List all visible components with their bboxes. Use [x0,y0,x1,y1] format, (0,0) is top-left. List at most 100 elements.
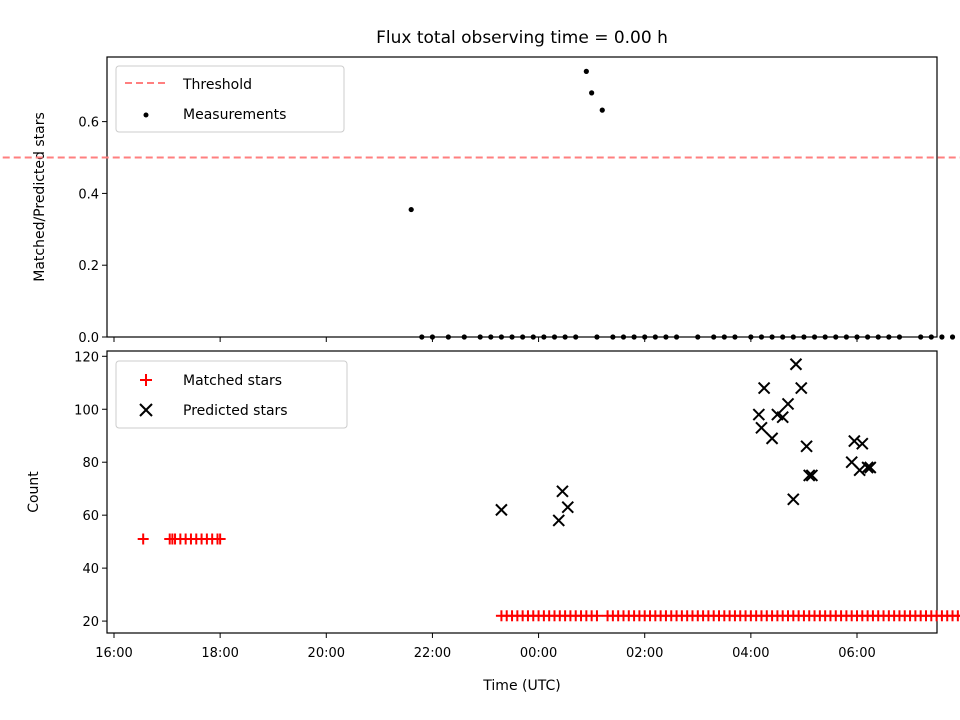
measurement-point [865,334,871,340]
bottom-y-tick-label: 40 [82,562,99,577]
measurement-point [875,334,881,340]
measurement-point [620,334,627,340]
measurement-point [711,334,717,340]
measurement-point [488,334,494,340]
measurement-point [408,206,414,213]
measurement-point [928,334,934,340]
bottom-y-tick-label: 120 [74,350,99,365]
predicted-star-point [856,437,869,450]
predicted-star-point [781,397,795,411]
measurement-point [918,334,924,340]
bottom-plot-frame [106,350,938,634]
measurement-point [896,334,903,340]
measurements-legend-marker [143,112,149,118]
predicted-star-point [752,408,766,421]
bottom-y-tick-label: 80 [82,456,99,471]
measurement-point [758,334,765,340]
measurement-point [721,334,727,340]
bottom-plot-marks [137,358,960,622]
measurement-point [594,334,600,340]
top-y-axis-label: Matched/Predicted stars [32,112,48,282]
measurement-point [477,334,483,340]
chart-title: Flux total observing time = 0.00 h [376,28,668,48]
measurement-point [790,334,796,340]
measurement-point [562,334,568,340]
top-x-ticks [113,337,858,342]
measurement-point [663,334,669,340]
predicted-star-point [495,503,508,517]
x-tick-label: 16:00 [95,646,132,661]
bottom-y-tick-label: 20 [82,615,99,630]
measurement-point [652,334,658,340]
bottom-x-ticks: 16:00 18:00 20:00 22:00 00:00 02:00 04:00 06:00 [95,633,876,661]
measurement-point [530,334,536,340]
top-y-tick-label: 0.4 [78,187,99,202]
measurement-point [498,334,505,340]
x-tick-label: 02:00 [626,646,663,661]
predicted-star-point [848,434,861,448]
predicted-star-point [765,432,779,445]
predicted-star-point [864,461,877,474]
matched-legend-label: Matched stars [183,373,282,389]
matched-star-point [166,533,178,545]
predicted-star-point [789,358,803,371]
bottom-panel: Count Time (UTC) 20 40 60 80 100 120 16:00 18:… [26,337,960,694]
predicted-star-point [552,514,565,527]
predicted-star-point [561,501,574,514]
predicted-star-point [861,461,874,474]
top-y-tick-label: 0.2 [78,259,99,274]
predicted-star-point [757,381,771,395]
measurement-point [673,334,680,340]
predicted-star-point [776,410,789,424]
measurement-point [801,334,807,340]
measurement-point [811,334,818,340]
matched-legend-marker [140,374,152,386]
measurement-point [461,334,467,340]
measurement-point [551,334,558,340]
predicted-star-point [805,469,819,482]
measurement-point [599,107,605,113]
measurement-point [949,334,956,340]
bottom-legend-box [115,360,348,429]
measurement-point [419,334,425,340]
predicted-star-point [556,485,569,498]
x-tick-label: 00:00 [520,646,557,661]
measurement-point [520,334,526,340]
top-y-tick-label: 0.0 [78,331,99,346]
measurement-point [509,334,515,340]
bottom-y-ticks: 20 40 60 80 100 120 [74,350,107,630]
predicted-legend-label: Predicted stars [183,403,288,419]
measurement-point [822,334,828,340]
predicted-star-point [800,440,813,453]
measurement-point [589,90,595,96]
bottom-y-tick-label: 100 [74,403,99,418]
bottom-y-axis-label: Count [26,471,42,513]
top-legend-box [115,65,345,133]
predicted-legend-marker [139,403,153,417]
predicted-star-point [803,469,816,482]
measurement-point [695,334,701,340]
measurement-point [732,334,738,340]
matched-star-point [957,614,960,617]
x-tick-label: 18:00 [201,646,238,661]
top-legend: Threshold Measurements [115,65,345,133]
measurement-point [780,334,786,340]
predicted-star-point [795,381,808,395]
threshold-legend-label: Threshold [182,77,252,93]
measurement-point [631,334,637,340]
measurement-point [541,334,547,340]
x-axis-label: Time (UTC) [482,678,560,694]
top-panel: Flux total observing time = 0.00 h Match… [0,28,960,346]
matched-star-point [214,533,226,545]
predicted-star-point [787,493,800,506]
predicted-star-point [755,421,768,434]
measurement-point [833,334,839,340]
top-y-ticks: 0.0 0.2 0.4 0.6 [78,116,107,346]
x-tick-label: 04:00 [732,646,769,661]
measurement-point [843,334,849,340]
top-plot-marks [0,68,960,340]
x-tick-label: 22:00 [414,646,451,661]
x-tick-label: 06:00 [838,646,875,661]
measurement-point [573,334,579,340]
